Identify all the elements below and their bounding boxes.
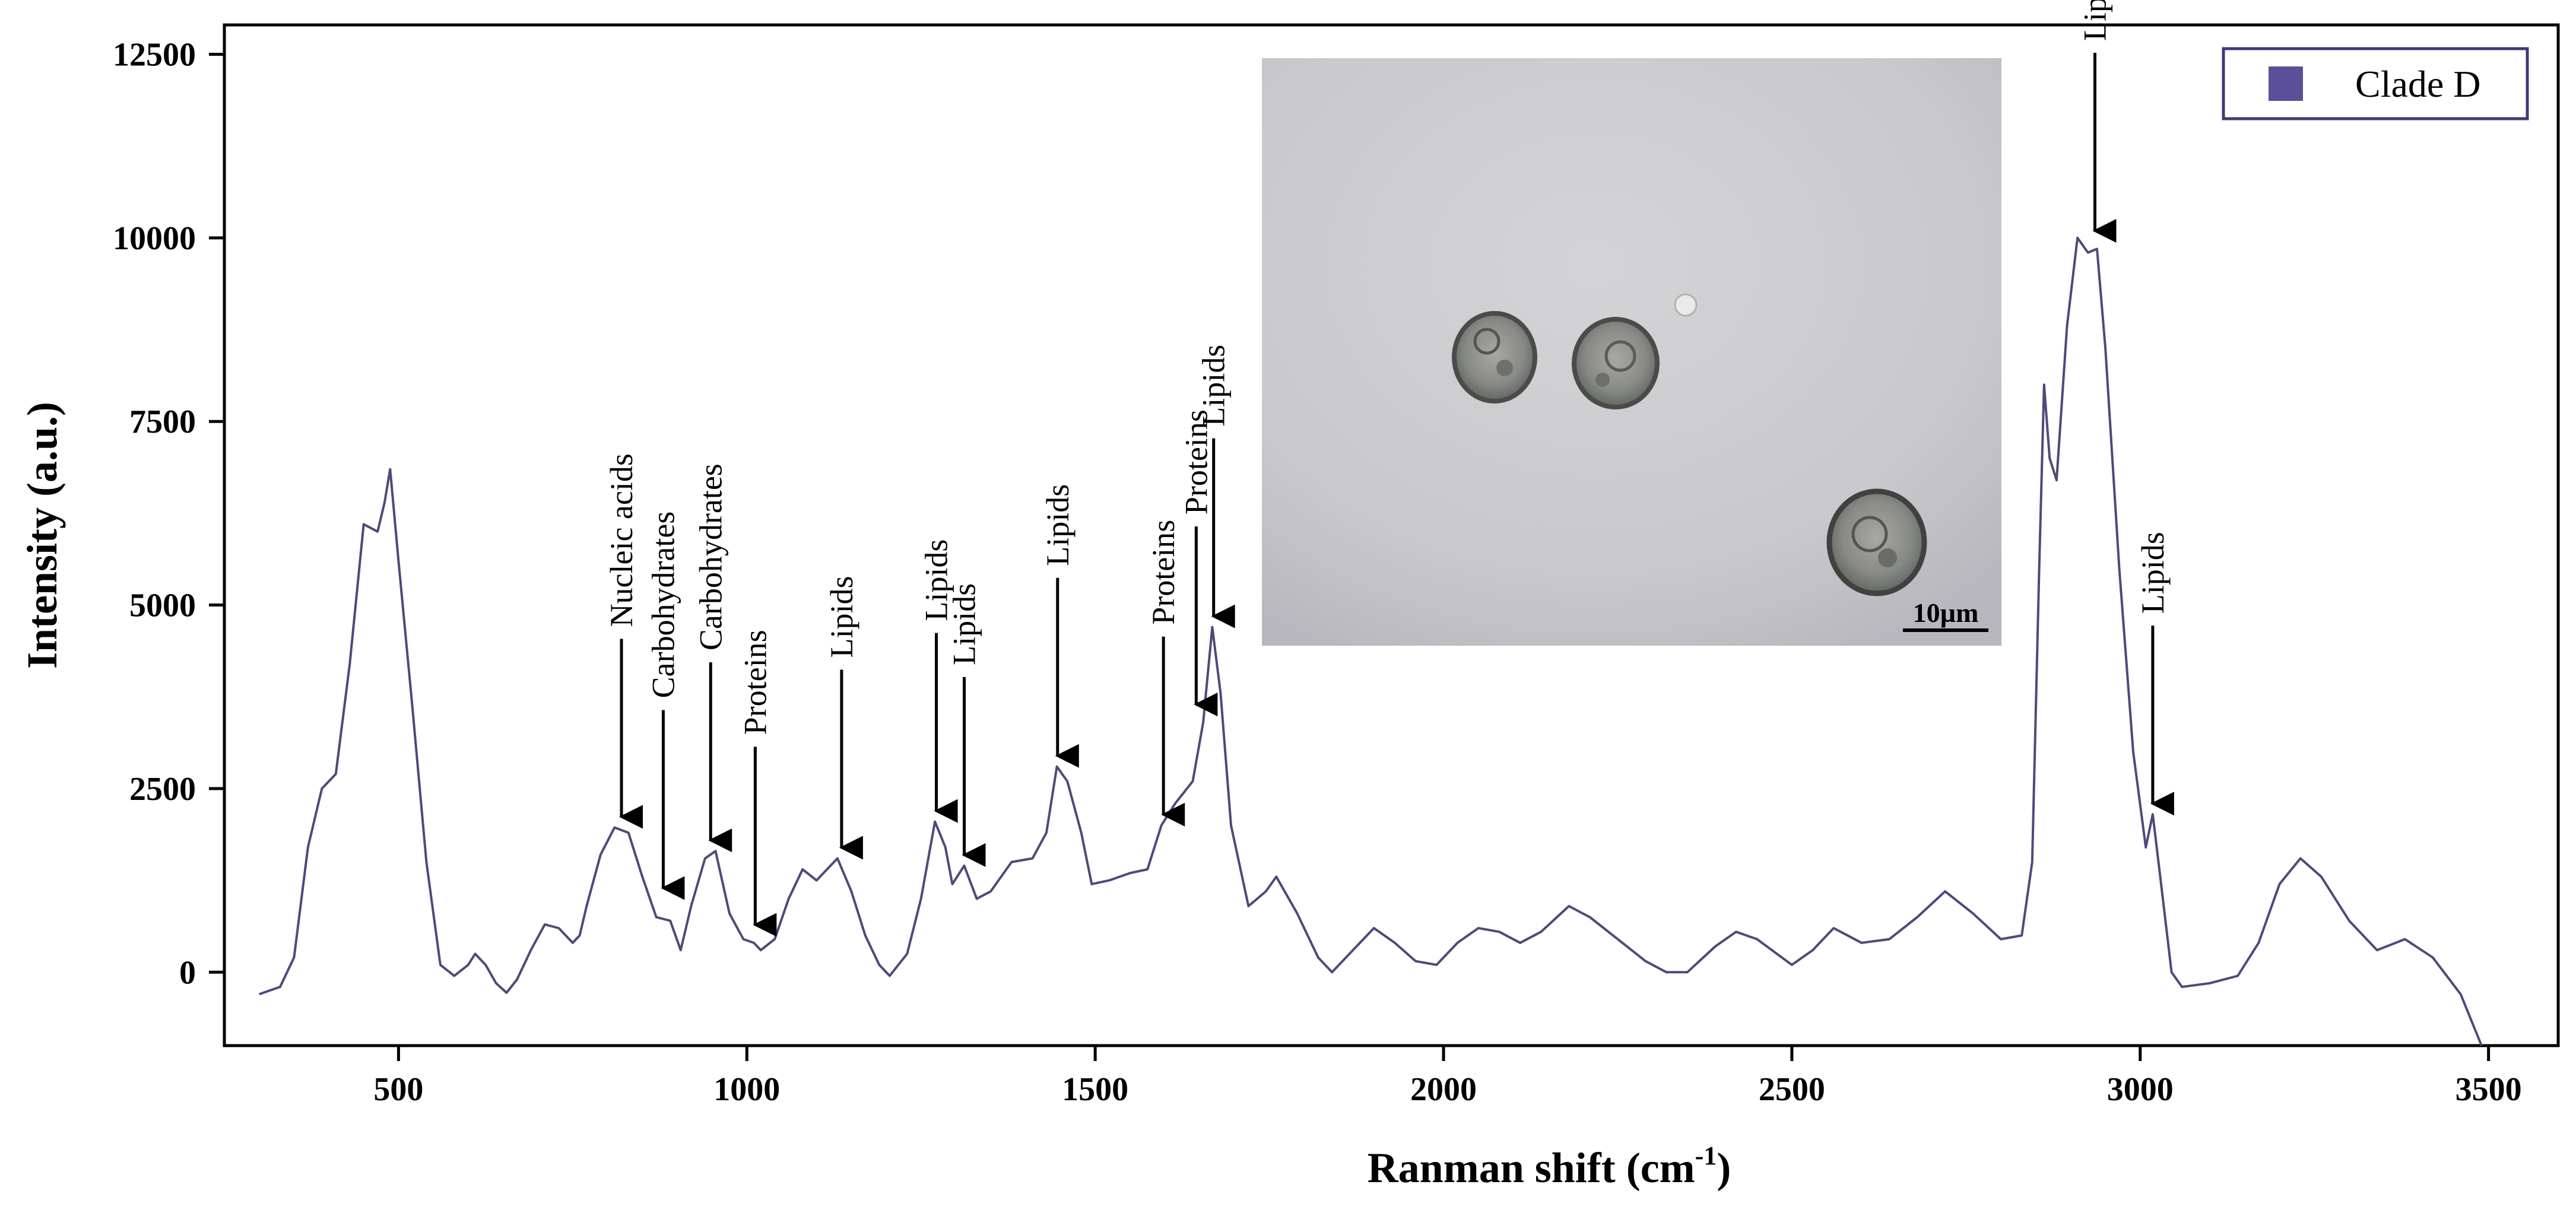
peak-annotation: Proteins: [737, 630, 777, 937]
axis-ticks: 500 1000 1500 2000 2500 3000 3500 0 2500 5000 7500…: [113, 36, 2522, 1108]
annotation-label: Proteins: [1178, 409, 1214, 515]
annotation-label: Lipids: [919, 539, 954, 621]
plot-frame: [223, 23, 2560, 1047]
y-tick-label: 10000: [113, 220, 196, 257]
legend-label: Clade D: [2355, 63, 2481, 105]
legend-swatch-icon: [2269, 66, 2303, 101]
peak-annotation: Lipids: [2077, 0, 2117, 243]
peak-annotation: Lipids: [919, 539, 958, 823]
peak-annotation: Lipids: [824, 576, 863, 860]
x-tick-label: 1500: [1062, 1071, 1128, 1108]
microscopy-inset: 10µm: [1262, 58, 2001, 646]
peak-annotation: Lipids: [1040, 484, 1079, 768]
x-tick-label: 1000: [713, 1071, 780, 1108]
annotation-label: Carbohydrates: [693, 463, 728, 650]
small-particle: [1674, 293, 1698, 317]
y-tick-label: 2500: [129, 771, 196, 808]
x-tick-label: 3000: [2107, 1071, 2174, 1108]
annotation-label: Lipids: [1196, 345, 1232, 427]
peak-annotation: Proteins: [1146, 520, 1185, 827]
scale-bar-label: 10µm: [1913, 598, 1979, 628]
y-axis-title: Intensity (a.u.): [18, 402, 66, 669]
peak-annotation: Carbohydrates: [693, 463, 732, 853]
annotation-label: Nucleic acids: [604, 453, 639, 627]
y-tick-label: 5000: [129, 587, 196, 624]
cell-image: [1572, 317, 1660, 409]
annotation-label: Proteins: [1146, 520, 1181, 625]
peak-annotation: Nucleic acids: [604, 453, 643, 829]
legend: Clade D: [2222, 47, 2529, 120]
x-axis-title: Ranman shift (cm-1): [1368, 1141, 1731, 1192]
annotation-label: Lipids: [947, 583, 982, 665]
annotation-label: Lipids: [2135, 532, 2171, 614]
annotation-label: Lipids: [1040, 484, 1076, 566]
x-tick-label: 3500: [2456, 1071, 2522, 1108]
x-axis-title-close: ): [1717, 1144, 1731, 1192]
x-axis-title-main: Ranman shift (cm: [1368, 1144, 1695, 1192]
y-tick-label: 12500: [113, 36, 196, 73]
x-tick-label: 2500: [1759, 1071, 1825, 1108]
x-tick-label: 500: [373, 1071, 423, 1108]
cell-image: [1826, 488, 1927, 596]
annotation-label: Proteins: [737, 630, 773, 735]
peak-annotation: Proteins: [1178, 409, 1218, 717]
annotation-label: Lipids: [2077, 0, 2112, 41]
cell-image: [1452, 311, 1537, 404]
x-tick-label: 2000: [1410, 1071, 1477, 1108]
peak-annotation: Lipids: [2135, 532, 2174, 816]
peak-annotation: Lipids: [947, 583, 986, 867]
x-axis-title-superscript: -1: [1695, 1141, 1717, 1170]
annotation-label: Lipids: [824, 576, 859, 658]
y-tick-label: 7500: [129, 404, 196, 440]
peak-annotation: Lipids: [1196, 345, 1235, 628]
annotations: Nucleic acids Carbohydrates CarbohydratesP…: [604, 0, 2174, 937]
peak-annotation: Carbohydrates: [645, 512, 685, 900]
annotation-label: Carbohydrates: [645, 512, 681, 698]
y-tick-label: 0: [179, 954, 196, 991]
